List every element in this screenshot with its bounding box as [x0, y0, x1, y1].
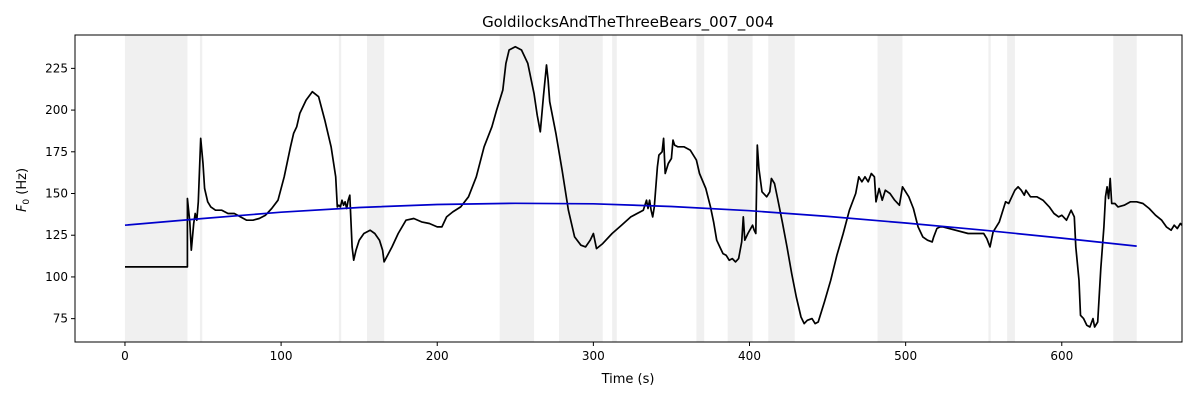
- y-axis-label-unit: (Hz): [15, 168, 30, 199]
- x-tick-label: 0: [121, 349, 129, 363]
- y-tick-label: 200: [45, 103, 68, 117]
- y-axis-label-subscript: 0: [22, 199, 32, 205]
- shaded-region: [612, 35, 617, 342]
- shaded-region: [727, 35, 753, 342]
- shaded-region: [877, 35, 903, 342]
- f0-contour-line: [125, 45, 1182, 328]
- y-tick-label: 125: [45, 228, 68, 242]
- x-axis-label: Time (s): [601, 372, 655, 387]
- shaded-region: [499, 35, 535, 342]
- y-tick-label: 150: [45, 187, 68, 201]
- y-tick-label: 75: [53, 312, 68, 326]
- shaded-region: [1113, 35, 1137, 342]
- shaded-region: [696, 35, 705, 342]
- x-tick-label: 500: [894, 349, 917, 363]
- shaded-region: [124, 35, 188, 342]
- f0-trend-line: [124, 202, 1137, 247]
- shaded-region: [199, 35, 203, 342]
- x-tick-label: 100: [270, 349, 293, 363]
- plot-frame: [74, 34, 1183, 343]
- series-layer: [124, 45, 1182, 328]
- y-tick-label: 175: [45, 145, 68, 159]
- chart-title: GoldilocksAndTheThreeBears_007_004: [482, 13, 774, 32]
- y-axis-label: F0 (Hz): [15, 168, 32, 212]
- x-tick-label: 200: [426, 349, 449, 363]
- shaded-region: [559, 35, 603, 342]
- y-axis-label-main: F: [15, 204, 30, 212]
- y-tick-label: 225: [45, 61, 68, 75]
- shaded-region: [768, 35, 795, 342]
- x-tick-label: 600: [1050, 349, 1073, 363]
- y-tick-label: 100: [45, 270, 68, 284]
- shaded-region: [366, 35, 385, 342]
- x-tick-label: 400: [738, 349, 761, 363]
- x-axis-ticks: 0 100 200 300 400 500 600: [121, 342, 1073, 363]
- shaded-region: [338, 35, 342, 342]
- shaded-regions: [124, 35, 1137, 342]
- shaded-region: [988, 35, 991, 342]
- shaded-region: [1007, 35, 1015, 342]
- y-axis-ticks: 75 100 125 150 175 200 225: [45, 61, 75, 326]
- x-tick-label: 300: [582, 349, 605, 363]
